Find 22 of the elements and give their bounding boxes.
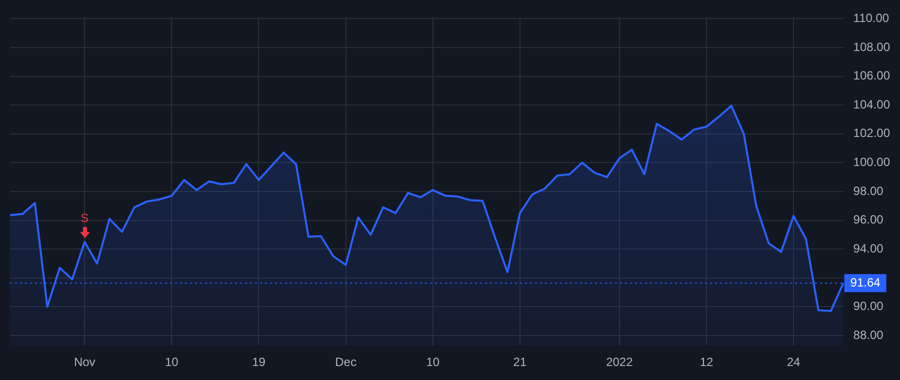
x-tick-label: 12 [700,355,714,370]
x-tick-label: 2022 [606,355,634,370]
x-tick-label: 19 [252,355,266,370]
y-tick-label: 104.00 [853,97,890,112]
x-tick-label: 10 [426,355,440,370]
y-tick-label: 88.00 [853,328,884,342]
y-tick-label: 96.00 [853,212,884,227]
annotation: S [80,211,89,226]
y-tick-label: 102.00 [853,126,890,140]
x-tick-label: 10 [165,355,179,370]
y-tick-label: 110.00 [853,10,890,25]
y-tick-label: 100.00 [853,154,890,169]
x-tick-label: Dec [335,355,356,370]
ref-line-label: 91.64 [850,275,881,290]
y-tick-label: 98.00 [853,184,884,198]
y-tick-label: 108.00 [853,40,890,54]
x-tick-label: 21 [513,355,527,370]
x-tick-label: Nov [74,355,96,370]
y-tick-label: 106.00 [853,68,890,83]
x-tick-label: 24 [786,355,801,370]
y-tick-label: 90.00 [853,299,884,314]
y-tick-label: 94.00 [853,241,884,256]
